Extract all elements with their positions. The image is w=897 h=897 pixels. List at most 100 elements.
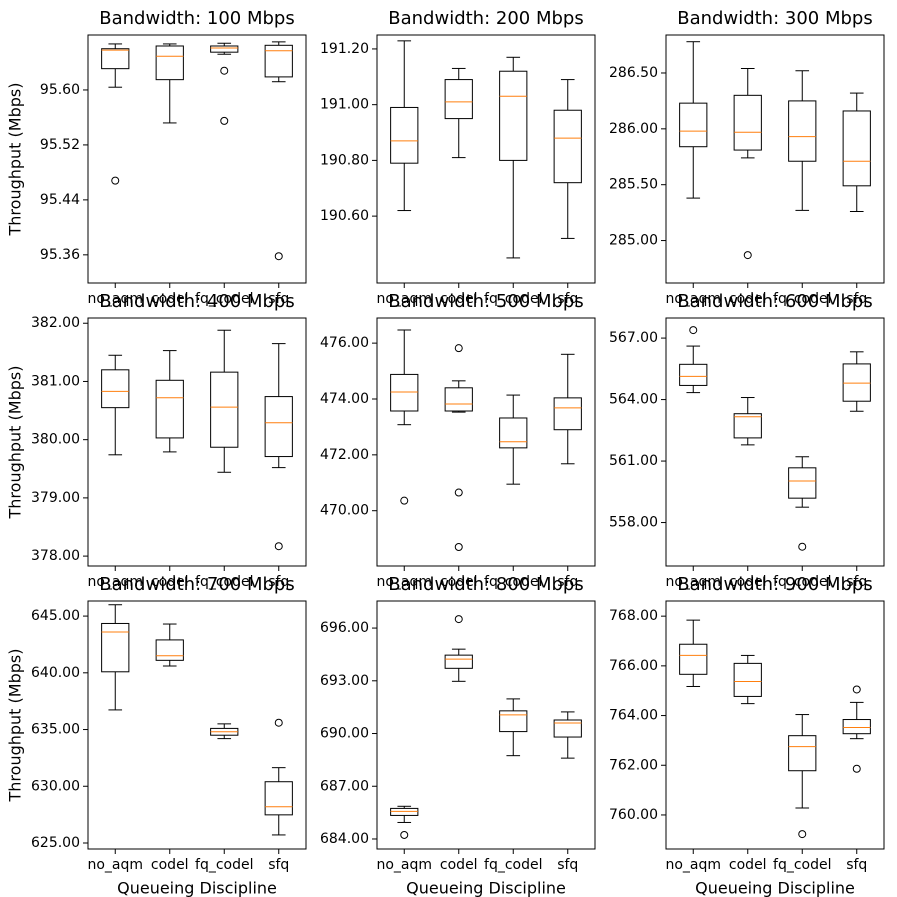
box [444,387,473,412]
x-tick-label: fq_codel [484,857,542,873]
x-axis-label: Queueing Discipline [117,879,277,897]
x-tick-label: no_aqm [87,291,143,307]
x-tick-label: fq_codel [773,857,831,873]
box [264,44,293,78]
y-tick-label: 684.00 [320,831,369,847]
box [155,639,184,661]
box [444,79,473,120]
panel-title: Bandwidth: 900 Mbps [677,574,872,595]
panel: Bandwidth: 300 Mbps 286.50 286.00 285.50 285… [609,8,885,307]
axes-frame [87,600,307,850]
y-tick-label: 567.00 [609,330,658,346]
box [499,710,528,733]
panel-title: Bandwidth: 100 Mbps [99,8,294,29]
y-tick-label: 285.50 [609,177,658,193]
panel-title: Bandwidth: 500 Mbps [388,291,583,312]
x-tick-label: sfq [268,574,289,590]
box [679,363,708,386]
box [264,781,293,816]
box [842,110,871,187]
outlier [798,830,807,839]
x-tick-label: no_aqm [665,857,721,873]
outlier [743,251,752,260]
box [155,379,184,439]
y-tick-label: 381.00 [31,373,80,389]
y-tick-label: 696.00 [320,620,369,636]
x-tick-label: codel [729,857,767,873]
box [788,735,817,772]
x-tick-label: fq_codel [195,857,253,873]
x-tick-label: codel [440,574,478,590]
panel: Bandwidth: 200 Mbps 191.20 191.00 190.80 190… [320,8,596,307]
y-tick-label: 768.00 [609,608,658,624]
x-tick-label: sfq [846,574,867,590]
y-tick-label: 640.00 [31,665,80,681]
y-tick-label: 470.00 [320,503,369,519]
axes-frame [665,600,885,850]
outlier [798,542,807,551]
x-tick-label: codel [729,574,767,590]
y-tick-label: 687.00 [320,778,369,794]
panel-title: Bandwidth: 400 Mbps [99,291,294,312]
x-tick-label: fq_codel [484,574,542,590]
y-tick-label: 690.00 [320,726,369,742]
box [390,106,419,164]
box [553,397,582,431]
box [679,102,708,148]
box [210,371,239,448]
y-tick-label: 760.00 [609,807,658,823]
y-tick-label: 190.60 [320,208,369,224]
axes-frame [665,34,885,284]
panel-title: Bandwidth: 200 Mbps [388,8,583,29]
outlier [400,496,409,505]
panel: Bandwidth: 800 Mbps Queueing Discipline 69… [320,574,596,897]
x-tick-label: codel [729,291,767,307]
y-tick-label: 645.00 [31,608,80,624]
outlier [111,176,120,185]
box [788,100,817,162]
y-tick-label: 630.00 [31,778,80,794]
x-tick-label: fq_codel [773,291,831,307]
panel-title: Bandwidth: 300 Mbps [677,8,872,29]
box [210,45,239,53]
y-tick-label: 286.00 [609,121,658,137]
outlier [454,488,463,497]
outlier [689,326,698,335]
y-tick-label: 766.00 [609,658,658,674]
x-tick-label: no_aqm [376,574,432,590]
outlier [274,542,283,551]
box [733,662,762,697]
outlier [454,344,463,353]
y-tick-label: 476.00 [320,335,369,351]
x-tick-label: sfq [268,291,289,307]
y-tick-label: 379.00 [31,490,80,506]
y-axis-label: Throughput (Mbps) [6,83,25,237]
y-tick-label: 474.00 [320,391,369,407]
x-tick-label: sfq [557,574,578,590]
y-tick-label: 635.00 [31,722,80,738]
x-tick-label: codel [440,291,478,307]
y-tick-label: 380.00 [31,432,80,448]
x-tick-label: codel [151,574,189,590]
x-tick-label: codel [151,857,189,873]
box [444,654,473,669]
box [101,369,130,409]
x-axis-label: Queueing Discipline [695,879,855,897]
x-tick-label: codel [440,857,478,873]
y-tick-label: 625.00 [31,835,80,851]
outlier [274,718,283,727]
box [842,719,871,735]
panel-title: Bandwidth: 800 Mbps [388,574,583,595]
x-axis-label: Queueing Discipline [406,879,566,897]
box [842,363,871,402]
x-tick-label: fq_codel [484,291,542,307]
box [733,94,762,151]
y-tick-label: 378.00 [31,548,80,564]
x-tick-label: no_aqm [665,291,721,307]
y-tick-label: 382.00 [31,315,80,331]
panel: Bandwidth: 400 Mbps Throughput (Mbps) 382.… [6,291,307,590]
y-axis-label: Throughput (Mbps) [6,649,25,803]
axes-frame [87,317,307,567]
outlier [400,830,409,839]
